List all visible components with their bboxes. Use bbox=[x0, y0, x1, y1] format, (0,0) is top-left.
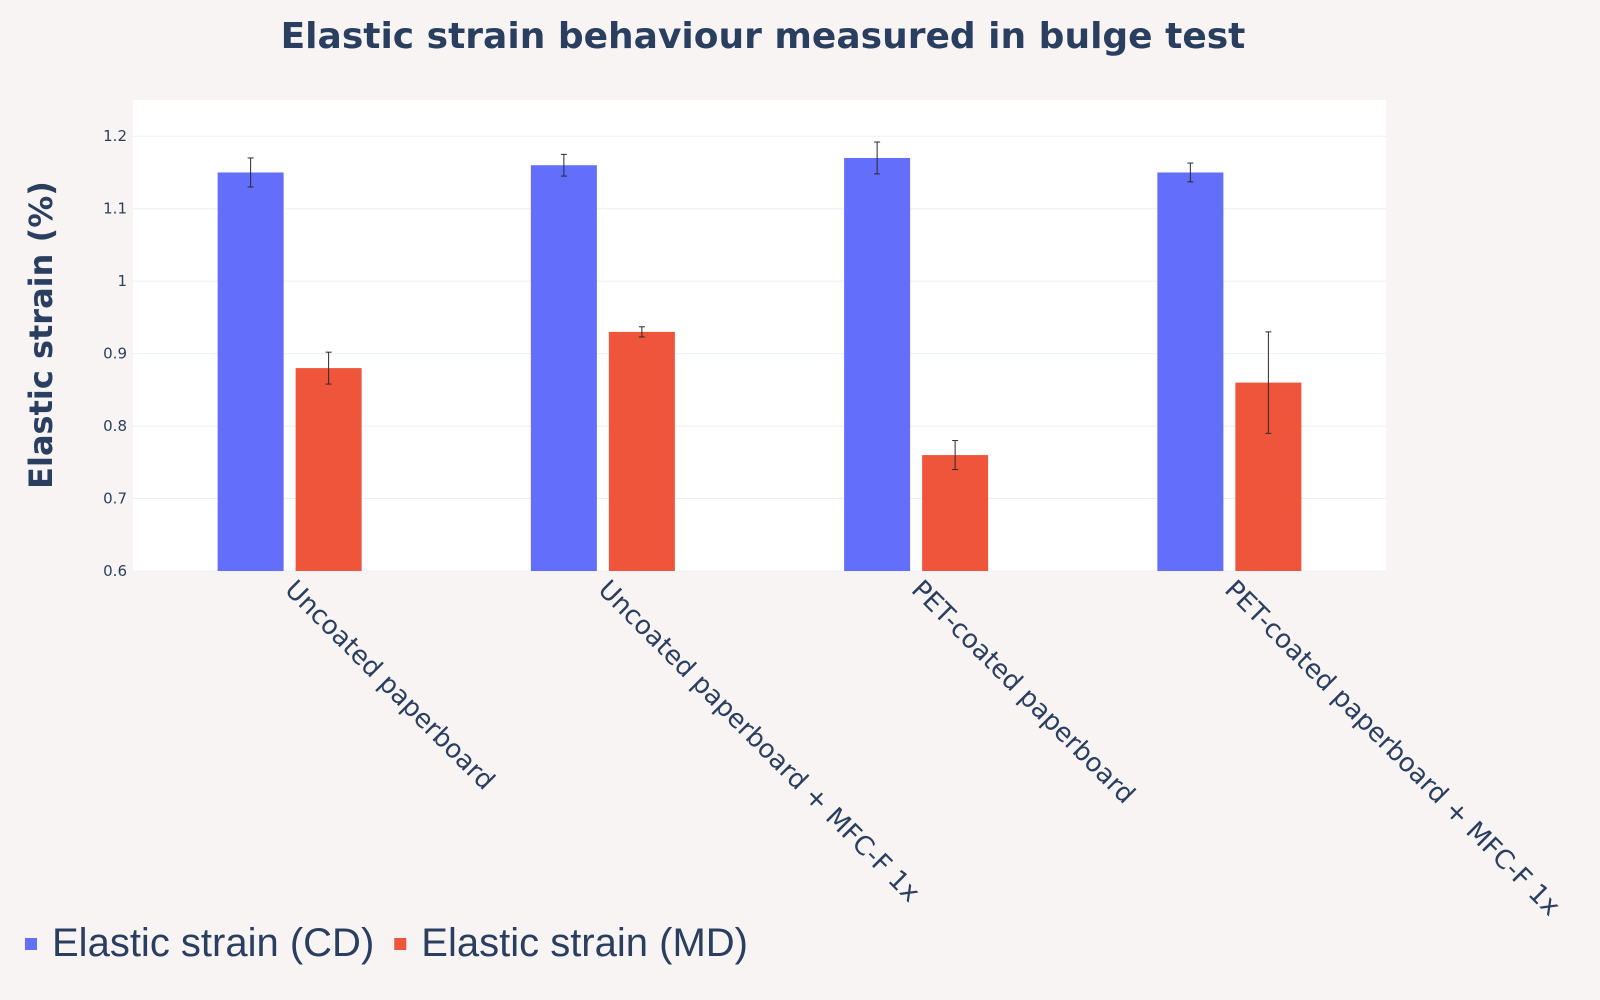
y-tick-label: 1 bbox=[117, 272, 127, 290]
bar bbox=[844, 157, 911, 571]
x-axis-category-labels: Uncoated paperboard Uncoated paperboard +… bbox=[279, 575, 1566, 922]
legend-swatch bbox=[25, 938, 37, 950]
y-axis-label: Elastic strain (%) bbox=[22, 181, 60, 489]
legend-item[interactable]: Elastic strain (CD) bbox=[25, 921, 374, 965]
x-category-label: PET-coated paperboard bbox=[905, 575, 1140, 810]
legend-label: Elastic strain (MD) bbox=[421, 921, 748, 965]
y-tick-label: 0.9 bbox=[103, 345, 127, 363]
bar bbox=[295, 368, 362, 571]
bar bbox=[922, 455, 989, 571]
x-category-label: Uncoated paperboard bbox=[279, 575, 501, 797]
y-tick-label: 0.7 bbox=[103, 490, 127, 508]
y-tick-label: 1.2 bbox=[103, 127, 127, 145]
legend-item[interactable]: Elastic strain (MD) bbox=[394, 921, 748, 965]
x-category-label: PET-coated paperboard + MFC-F 1x bbox=[1218, 575, 1565, 922]
chart-title: Elastic strain behaviour measured in bul… bbox=[281, 16, 1246, 57]
y-tick-label: 0.8 bbox=[103, 417, 127, 435]
x-category-label: Uncoated paperboard + MFC-F 1x bbox=[592, 575, 926, 909]
y-tick-label: 1.1 bbox=[103, 200, 127, 218]
legend[interactable]: Elastic strain (CD) Elastic strain (MD) bbox=[25, 921, 748, 965]
legend-label: Elastic strain (CD) bbox=[52, 921, 374, 965]
bar bbox=[217, 172, 284, 571]
bar bbox=[608, 331, 675, 571]
y-axis-ticks: 0.6 0.7 0.8 0.9 1 1.1 1.2 bbox=[103, 127, 127, 580]
legend-swatch bbox=[394, 938, 407, 950]
y-tick-label: 0.6 bbox=[103, 562, 127, 580]
bars bbox=[217, 141, 1302, 571]
bar bbox=[530, 165, 597, 571]
bar bbox=[1157, 172, 1224, 571]
